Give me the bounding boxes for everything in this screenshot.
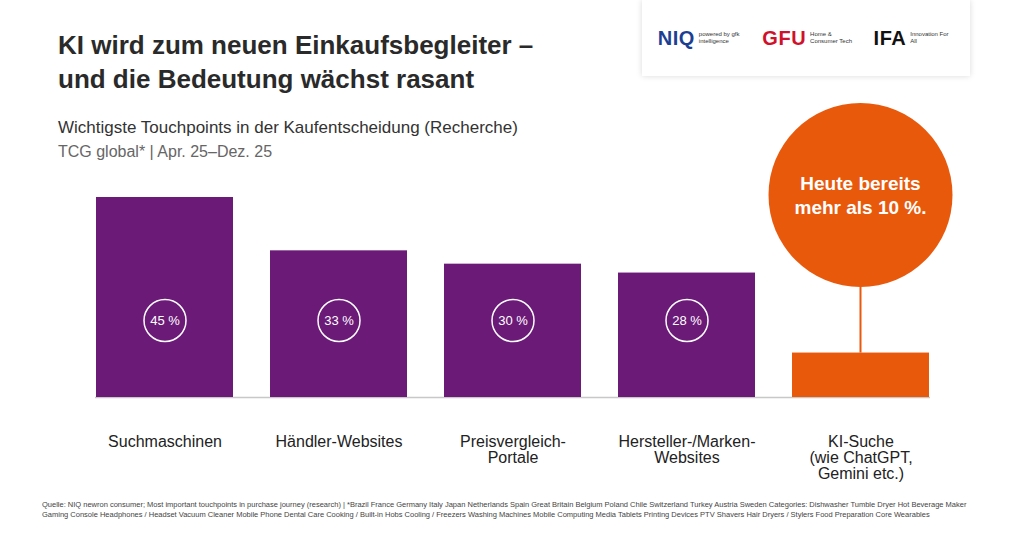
svg-text:KI-Suche(wie ChatGPT,Gemini et: KI-Suche(wie ChatGPT,Gemini etc.): [809, 433, 912, 482]
html-text:Home & Consumer Tech: Home & Consumer Tech: [810, 31, 852, 44]
html-text:Quelle: NIQ newron consumer; M: Quelle: NIQ newron consumer; Most import…: [42, 500, 967, 519]
svg-text:28 %: 28 %: [672, 313, 702, 328]
svg-text:Hersteller-/Marken-Websites: Hersteller-/Marken-Websites: [619, 433, 756, 466]
html-text:IFA: IFA: [873, 26, 907, 49]
svg-text:33 %: 33 %: [324, 313, 354, 328]
html-text:powered by gfk intelligence: powered by gfk intelligence: [698, 31, 740, 44]
html-text:KI wird zum neuen Einkaufsbegl: KI wird zum neuen Einkaufsbegleiter – un…: [58, 30, 534, 94]
html-text:NIQ: NIQ: [657, 26, 695, 49]
html-text:Innovation For All: Innovation For All: [910, 31, 949, 44]
html-text:TCG global* | Apr. 25–Dez. 25: TCG global* | Apr. 25–Dez. 25: [58, 143, 273, 160]
svg-text:30 %: 30 %: [498, 313, 528, 328]
svg-text:Preisvergleich-Portale: Preisvergleich-Portale: [460, 433, 566, 466]
html-text:GFU: GFU: [762, 26, 807, 49]
html-text:Wichtigste Touchpoints in der: Wichtigste Touchpoints in der Kaufentsch…: [58, 118, 518, 137]
svg-text:Heute bereitsmehr als 10 %.: Heute bereitsmehr als 10 %.: [794, 173, 926, 218]
svg-text:Suchmaschinen: Suchmaschinen: [108, 433, 222, 450]
svg-text:45 %: 45 %: [150, 313, 180, 328]
svg-text:Händler-Websites: Händler-Websites: [276, 433, 403, 450]
